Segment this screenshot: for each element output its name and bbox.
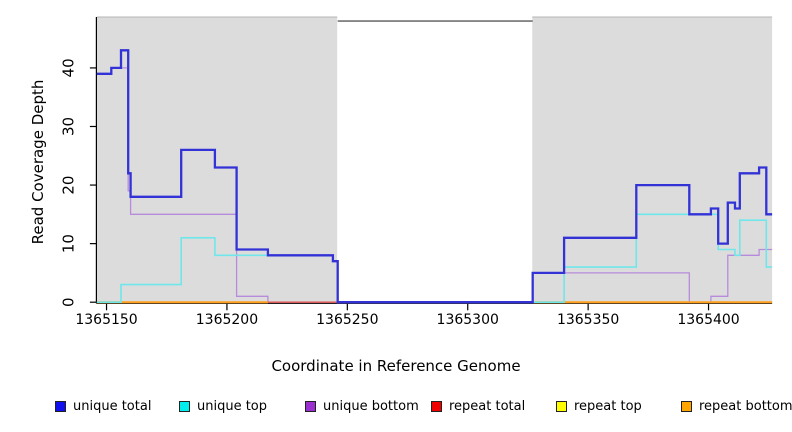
legend-label: repeat bottom bbox=[699, 398, 792, 414]
legend-label: unique bottom bbox=[323, 398, 419, 414]
x-tick-label: 1365250 bbox=[316, 312, 378, 328]
legend-label: unique top bbox=[197, 398, 268, 414]
x-tick-label: 1365350 bbox=[557, 312, 619, 328]
legend-swatch bbox=[55, 400, 66, 412]
legend-item-repeat-top: repeat top bbox=[556, 396, 642, 416]
y-tick-label: 40 bbox=[60, 58, 78, 77]
legend-item-repeat-total: repeat total bbox=[431, 396, 525, 416]
legend: unique total unique top unique bottom repea… bbox=[0, 396, 792, 422]
y-axis-title: Read Coverage Depth bbox=[29, 79, 47, 245]
legend-swatch bbox=[305, 400, 316, 412]
y-tick-label: 20 bbox=[60, 176, 78, 195]
y-tick-label: 30 bbox=[60, 117, 78, 136]
x-tick-label: 1365300 bbox=[437, 312, 499, 328]
x-tick-label: 1365150 bbox=[75, 312, 137, 328]
covered-region-right bbox=[532, 17, 773, 304]
legend-item-unique-total: unique total bbox=[55, 396, 151, 416]
legend-item-repeat-bottom: repeat bottom bbox=[681, 396, 792, 416]
series-unique-top bbox=[96, 213, 773, 303]
x-tick-label: 1365400 bbox=[677, 312, 739, 328]
legend-label: repeat total bbox=[449, 398, 526, 414]
legend-item-unique-top: unique top bbox=[179, 396, 267, 416]
y-tick-label: 10 bbox=[60, 234, 78, 253]
legend-swatch bbox=[431, 400, 442, 412]
legend-item-unique-bottom: unique bottom bbox=[305, 396, 419, 416]
legend-swatch bbox=[556, 400, 567, 412]
x-axis-title: Coordinate in Reference Genome bbox=[271, 357, 521, 375]
legend-label: repeat top bbox=[574, 398, 642, 414]
series-unique-total bbox=[96, 49, 773, 304]
y-tick-label: 0 bbox=[60, 297, 78, 307]
covered-region-left bbox=[96, 17, 338, 304]
legend-swatch bbox=[179, 400, 190, 412]
legend-swatch bbox=[681, 400, 692, 412]
x-tick-label: 1365200 bbox=[196, 312, 258, 328]
coverage-plot-canvas: 0 10 20 30 40 1365150 1365200 1365250 1365300 136… bbox=[60, 16, 773, 328]
legend-label: unique total bbox=[73, 398, 152, 414]
